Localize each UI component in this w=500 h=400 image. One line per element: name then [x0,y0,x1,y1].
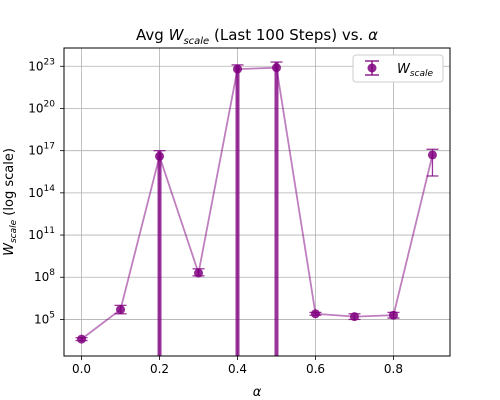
series-line [80,66,434,340]
data-point [194,268,204,278]
x-tick-label: 0.8 [384,362,403,376]
y-tick-base: 10 [34,312,49,326]
data-point [116,305,126,315]
y-tick-base: 10 [28,144,43,158]
y-tick-exponent: 5 [49,310,55,320]
y-tick-label: 105 [34,310,55,326]
y-tick-exponent: 23 [44,57,55,67]
y-tick-base: 10 [28,186,43,200]
data-point [388,310,398,320]
data-point [155,151,165,161]
y-tick-exponent: 20 [44,99,56,109]
y-tick-label: 108 [34,268,55,284]
y-tick-base: 10 [28,101,43,115]
y-tick-exponent: 14 [44,184,56,194]
chart-title: Avg Wscale (Last 100 Steps) vs. α [136,26,378,47]
series-path [80,66,434,340]
y-tick-label: 1014 [28,184,55,200]
y-tick-exponent: 11 [44,226,55,236]
x-axis-ticks: 0.0 0.2 0.4 0.6 0.8 [72,356,403,376]
y-tick-label: 1011 [28,226,55,242]
x-tick-label: 0.0 [72,362,91,376]
x-tick-label: 0.6 [306,362,325,376]
legend-marker [367,63,377,73]
legend-label: Wscale [397,62,434,79]
series-markers [77,63,437,344]
y-tick-base: 10 [28,59,43,73]
data-point [310,309,320,319]
data-point [77,334,87,344]
y-tick-label: 1020 [28,99,55,115]
error-bars [75,61,439,356]
x-axis-label: α [253,385,262,400]
data-point [271,63,281,73]
data-point [427,150,437,160]
y-tick-label: 1017 [28,142,55,158]
y-axis-label: Wscale (log scale) [2,148,19,256]
data-point [233,64,243,74]
y-tick-base: 10 [28,228,43,242]
plot-frame [63,47,451,357]
y-tick-exponent: 8 [49,268,55,278]
legend: Wscale [352,54,444,83]
x-tick-label: 0.2 [150,362,169,376]
y-tick-base: 10 [34,270,49,284]
x-tick-label: 0.4 [228,362,247,376]
data-point [349,312,359,322]
y-tick-exponent: 17 [44,142,55,152]
y-tick-label: 1023 [28,57,55,73]
